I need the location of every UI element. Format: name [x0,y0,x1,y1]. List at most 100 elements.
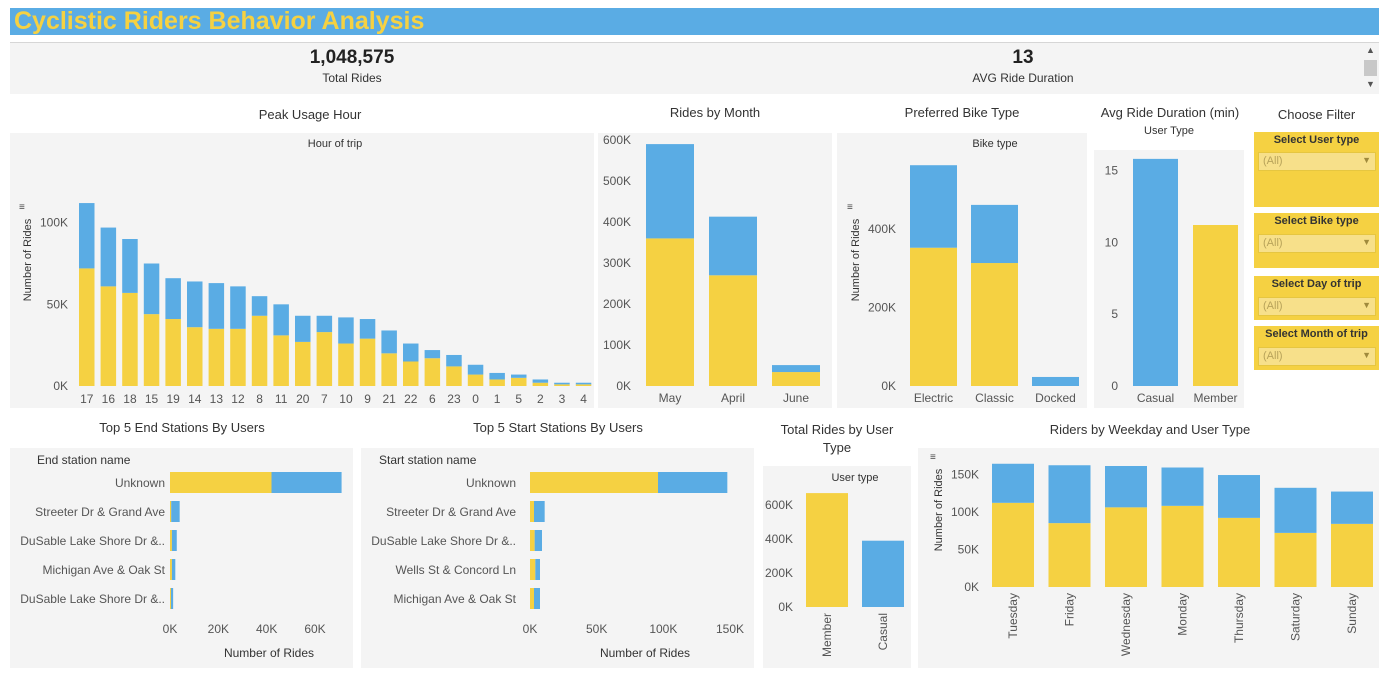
bike-bar-casual [1032,376,1079,386]
peak-bar-member [100,286,117,386]
peak-ytick-label: 0K [53,379,68,393]
peak-category-label: 3 [559,392,566,406]
peak-bar-casual [230,286,246,329]
filter-title: Choose Filter [1277,107,1356,122]
filter-month-value: (All) [1263,350,1283,362]
month-category-label: June [783,391,809,405]
filter-user-type-dropdown[interactable]: (All) ▼ [1258,152,1376,171]
start-xlabel: Number of Rides [600,646,690,660]
weekday-category-label: Sunday [1345,593,1359,634]
peak-category-label: 18 [123,392,137,406]
start-bar-member [530,501,534,522]
peak-usage-title: Peak Usage Hour [258,107,362,122]
start-station-label: Wells St & Concord Ln [396,563,517,577]
weekday-bar-casual [1274,487,1317,533]
scrollbar-thumb[interactable] [1364,60,1377,76]
peak-bar-member [230,328,246,386]
weekday-category-label: Wednesday [1119,593,1133,656]
total-ytick-label: 600K [765,498,793,512]
weekday-bar-casual [1218,475,1260,518]
peak-bar-casual [381,330,397,354]
peak-bar-casual [532,379,549,383]
peak-bar-casual [575,382,592,385]
peak-ytick-label: 50K [47,297,68,311]
filter-month: Select Month of trip (All) ▼ [1254,326,1379,370]
weekday-category-label: Friday [1063,593,1077,626]
peak-bar-casual [316,315,333,333]
end-bar-member [170,472,272,493]
weekday-ytick-label: 100K [951,505,979,519]
peak-category-label: 4 [580,392,587,406]
peak-bar-casual [122,239,138,293]
chevron-down-icon: ▼ [1362,155,1371,165]
peak-bar-casual [554,382,570,385]
peak-bar-member [446,366,462,386]
filter-month-label: Select Month of trip [1265,328,1368,340]
month-ytick-label: 200K [603,297,631,311]
end-bar-casual [271,472,342,493]
peak-bar-member [575,384,592,386]
peak-bar-member [143,314,160,386]
peak-bar-member [273,335,289,386]
peak-category-label: 1 [494,392,501,406]
filter-month-dropdown[interactable]: (All) ▼ [1258,347,1376,366]
peak-category-label: 10 [339,392,353,406]
peak-category-label: 9 [364,392,371,406]
peak-bar-casual [208,283,225,329]
scroll-down-icon[interactable]: ▼ [1366,79,1375,89]
filter-day-value: (All) [1263,300,1283,312]
scroll-up-icon[interactable]: ▲ [1366,45,1375,55]
bike-ytick-label: 400K [868,222,896,236]
peak-bar-casual [143,263,160,315]
bike-header: Bike type [972,138,1017,150]
filter-bike-type-dropdown[interactable]: (All) ▼ [1258,234,1376,253]
avgdur-ytick-label: 10 [1105,235,1119,249]
peak-bar-casual [424,350,441,359]
avgdur-category-label: Member [1193,391,1237,405]
peak-bar-member [165,319,181,386]
peak-category-label: 7 [321,392,328,406]
month-bar-casual [709,216,757,276]
peak-bar-casual [359,319,376,339]
peak-bar-casual [467,364,484,375]
start-station-label: Michigan Ave & Oak St [393,592,516,606]
start-bar-member [530,530,535,551]
weekday-ylabel: Number of Rides [933,468,945,551]
filter-user-type-label: Select User type [1273,134,1360,146]
weekday-ytick-label: 50K [958,542,979,556]
start-station-label: DuSable Lake Shore Dr &.. [371,534,516,548]
weekday-bar-member [1105,507,1147,587]
peak-category-label: 22 [404,392,418,406]
start-header: Start station name [379,453,477,467]
month-category-label: May [659,391,682,405]
bike-bar-member [910,247,957,386]
total-category-label: Member [820,613,834,657]
end-bar-casual [171,559,176,580]
peak-category-label: 5 [515,392,522,406]
filter-bike-type-value: (All) [1263,237,1283,249]
peak-header: Hour of trip [308,138,362,150]
total-rides-title: Total Rides by User Type [780,422,894,455]
filter-day-dropdown[interactable]: (All) ▼ [1258,297,1376,316]
peak-bar-member [208,328,225,386]
peak-bar-casual [338,317,354,344]
start-xtick-label: 50K [586,622,607,636]
bike-category-label: Docked [1035,391,1076,405]
avgdur-ytick-label: 5 [1111,307,1118,321]
total-rides-label: Total Rides [322,71,382,85]
end-bar-casual [171,530,177,551]
peak-bar-member [359,338,376,386]
avgdur-header: User Type [1144,125,1194,137]
total-ytick-label: 0K [778,600,793,614]
start-xtick-label: 150K [716,622,744,636]
month-ytick-label: 300K [603,256,631,270]
start-bar-casual [534,530,542,551]
peak-bar-member [338,343,354,386]
kpi-strip: 1,048,575 Total Rides 13 AVG Ride Durati… [10,42,1379,94]
peak-bar-member [316,332,333,386]
kpi-scrollbar[interactable]: ▲ ▼ [1362,44,1378,91]
sort-icon: ≡ [847,202,853,213]
month-bar-casual [772,365,820,373]
peak-bar-member [424,358,441,386]
